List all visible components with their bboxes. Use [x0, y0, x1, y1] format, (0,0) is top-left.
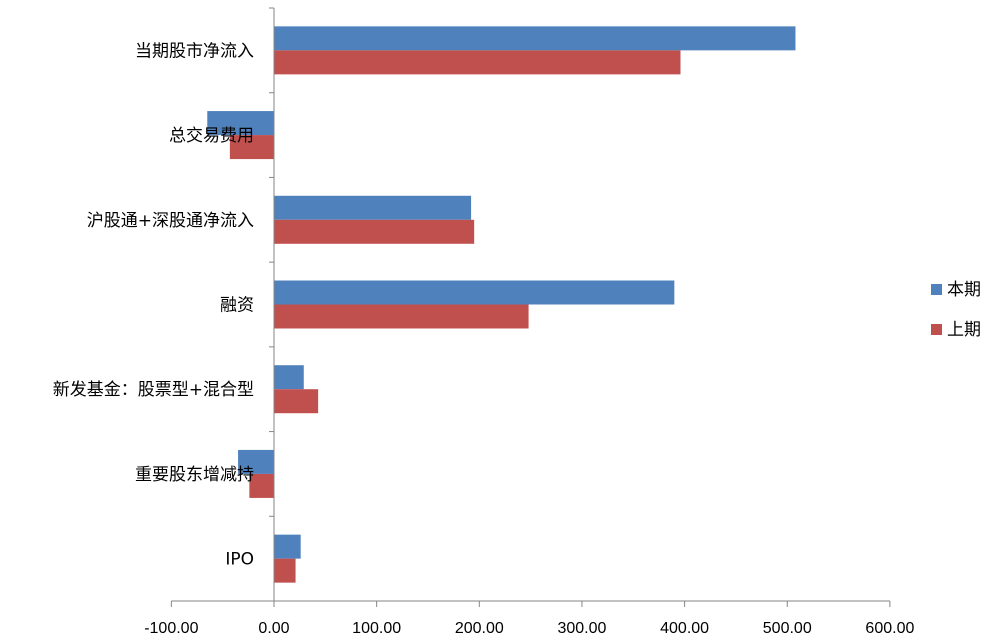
- x-tick-label: 200.00: [455, 620, 504, 637]
- category-label: 融资: [220, 296, 254, 316]
- x-tick-label: 600.00: [865, 620, 914, 637]
- category-label: 沪股通+深股通净流入: [87, 211, 254, 231]
- bar-previous-3: [274, 304, 529, 329]
- axes-layer: [170, 7, 891, 607]
- bar-current-3: [274, 280, 675, 305]
- bar-current-4: [274, 365, 304, 390]
- bar-current-2: [274, 195, 472, 220]
- x-tick-label: 500.00: [763, 620, 812, 637]
- category-label: 总交易费用: [169, 126, 254, 146]
- category-label: 当期股市净流入: [135, 41, 254, 61]
- category-label: IPO: [225, 550, 254, 570]
- x-tick-label: 400.00: [660, 620, 709, 637]
- bar-previous-6: [274, 558, 296, 583]
- category-label: 新发基金：股票型+混合型: [53, 380, 254, 400]
- bar-previous-0: [274, 50, 681, 75]
- legend-label: 本期: [947, 280, 981, 300]
- x-tick-label: 100.00: [352, 620, 401, 637]
- bar-current-1: [207, 111, 274, 136]
- labels-layer: -100.00 0.00 100.00 200.00 300.00 400.00 500.0…: [53, 41, 915, 637]
- legend-label: 上期: [947, 320, 981, 340]
- bar-current-5: [238, 449, 274, 474]
- bar-previous-4: [274, 389, 319, 414]
- legend-swatch: [931, 324, 942, 335]
- legend-swatch: [931, 284, 942, 295]
- x-tick-label: 0.00: [258, 620, 289, 637]
- bar-previous-5: [249, 473, 274, 498]
- x-tick-label: -100.00: [144, 620, 198, 637]
- bar-previous-2: [274, 219, 475, 244]
- bar-previous-1: [229, 135, 274, 160]
- category-label: 重要股东增减持: [135, 465, 254, 485]
- bars-layer: [207, 26, 796, 583]
- bar-current-0: [274, 26, 796, 51]
- bar-current-6: [274, 534, 301, 559]
- x-tick-label: 300.00: [557, 620, 606, 637]
